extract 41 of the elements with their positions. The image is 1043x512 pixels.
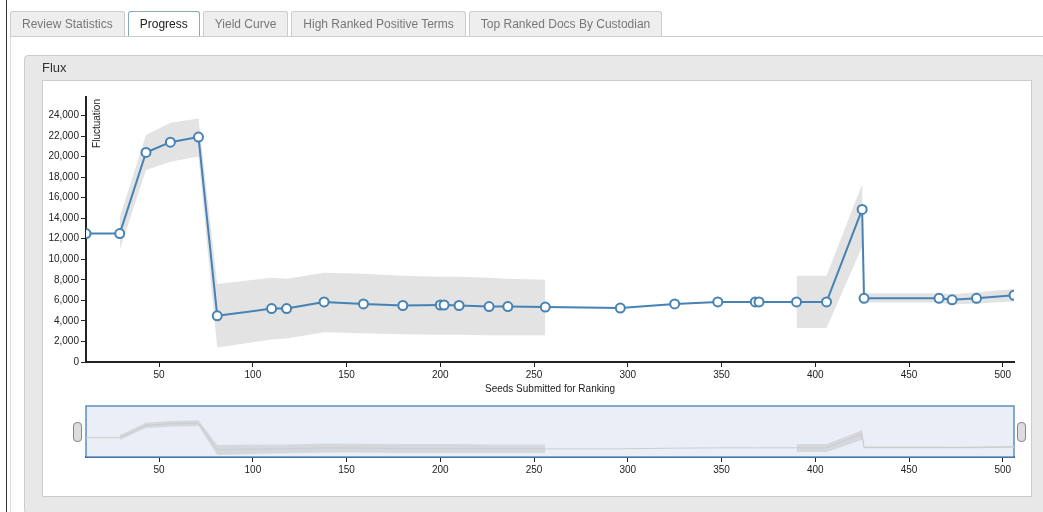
x-tick-label: 350 xyxy=(713,463,731,475)
y-tick-label: 24,000 xyxy=(48,109,80,121)
x-tick-label: 450 xyxy=(900,463,918,475)
x-tick-label: 200 xyxy=(431,368,450,380)
x-tick-label: 100 xyxy=(244,463,262,475)
x-tick-label: 150 xyxy=(338,463,356,475)
x-tick-label: 500 xyxy=(994,463,1012,475)
y-tick-label: 8,000 xyxy=(53,273,80,285)
x-axis-title: Seeds Submitted for Ranking xyxy=(484,382,616,394)
x-tick-label: 50 xyxy=(153,463,166,475)
y-axis-title: Fluctuation xyxy=(90,99,102,148)
x-tick-label: 400 xyxy=(806,463,825,475)
y-tick-label: 4,000 xyxy=(53,314,80,326)
x-tick-label: 250 xyxy=(525,463,543,475)
y-tick-label: 14,000 xyxy=(48,211,80,223)
text: Top Ranked Docs By Custodian xyxy=(468,11,663,36)
x-tick-label: 350 xyxy=(713,368,731,380)
x-tick-label: 300 xyxy=(619,463,637,475)
x-tick-label: 150 xyxy=(338,368,356,380)
x-tick-label: 500 xyxy=(994,368,1012,380)
x-tick-label: 400 xyxy=(806,368,825,380)
text: Review Statistics xyxy=(10,11,125,36)
text: Progress xyxy=(127,11,200,36)
x-tick-label: 50 xyxy=(153,368,166,380)
y-tick-label: 2,000 xyxy=(53,335,80,347)
y-tick-label: 6,000 xyxy=(53,294,80,306)
x-tick-label: 250 xyxy=(525,368,543,380)
x-tick-label: 300 xyxy=(619,368,637,380)
y-tick-label: 22,000 xyxy=(48,129,80,141)
y-tick-label: 12,000 xyxy=(48,232,80,244)
x-tick-label: 200 xyxy=(431,463,450,475)
text: Yield Curve xyxy=(202,11,289,36)
x-tick-label: 450 xyxy=(900,368,918,380)
y-tick-label: 16,000 xyxy=(48,191,80,203)
y-tick-label: 0 xyxy=(73,355,80,367)
y-tick-label: 20,000 xyxy=(48,150,80,162)
x-tick-label: 100 xyxy=(244,368,262,380)
y-tick-label: 10,000 xyxy=(48,253,80,265)
text: High Ranked Positive Terms xyxy=(291,11,466,36)
chart-title: Flux xyxy=(42,60,67,75)
y-tick-label: 18,000 xyxy=(48,170,80,182)
